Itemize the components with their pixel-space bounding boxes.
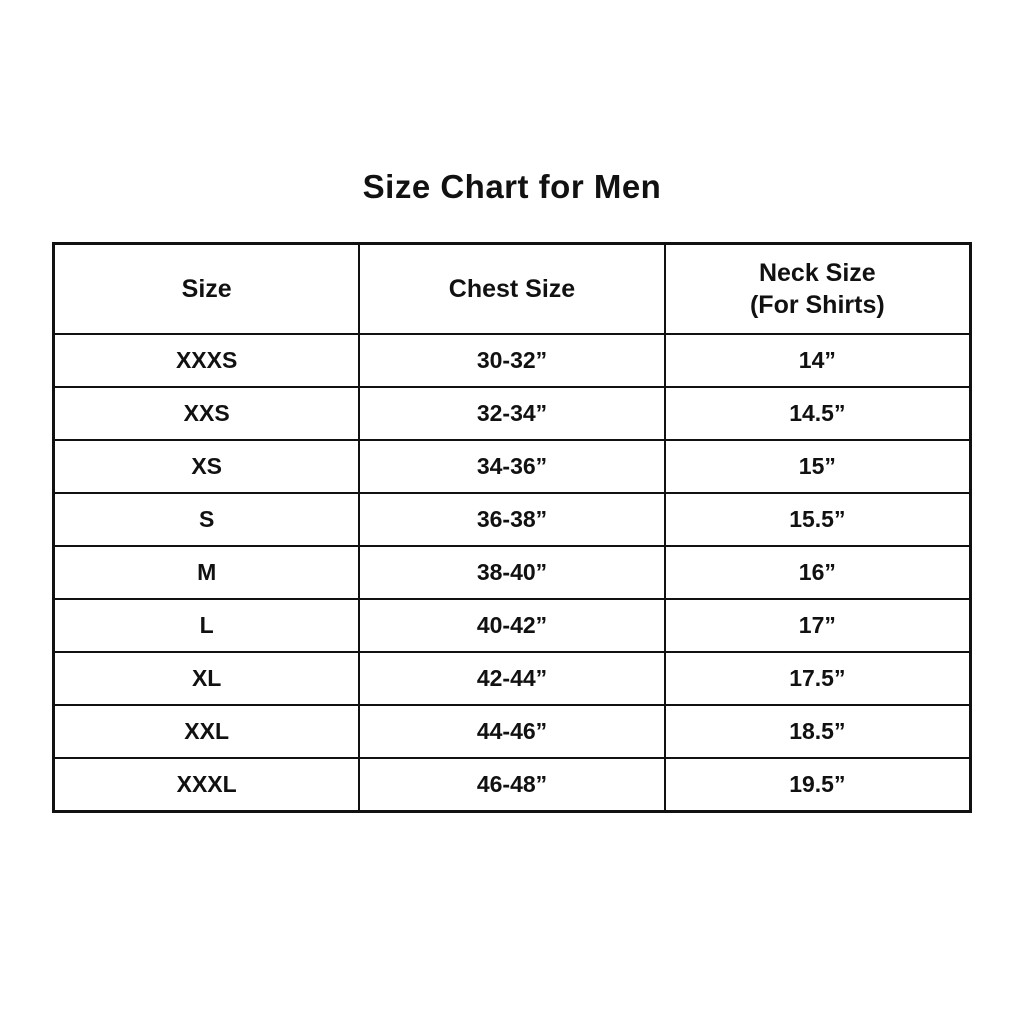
- header-neck-label: Neck Size: [758, 258, 876, 287]
- cell-neck: 14”: [663, 333, 972, 388]
- cell-neck: 19.5”: [663, 757, 972, 813]
- cell-chest: 46-48”: [358, 757, 666, 813]
- cell-neck: 15.5”: [663, 492, 972, 547]
- table-row: XS 34-36” 15”: [52, 439, 972, 494]
- cell-chest: 36-38”: [358, 492, 666, 547]
- cell-chest: 34-36”: [358, 439, 666, 494]
- cell-neck: 18.5”: [663, 704, 972, 759]
- header-cell-size: Size: [52, 242, 361, 335]
- cell-size: S: [52, 492, 361, 547]
- table-row: XXL 44-46” 18.5”: [52, 704, 972, 759]
- header-chest-label: Chest Size: [448, 274, 576, 303]
- header-row: Size Chest Size Neck Size (For Shirts): [52, 242, 972, 335]
- cell-size: M: [52, 545, 361, 600]
- cell-neck: 15”: [663, 439, 972, 494]
- table-row: S 36-38” 15.5”: [52, 492, 972, 547]
- cell-size: XXXL: [52, 757, 361, 813]
- cell-size: XS: [52, 439, 361, 494]
- header-neck-sublabel: (For Shirts): [749, 291, 885, 319]
- size-chart-table: Size Chest Size Neck Size (For Shirts) X…: [52, 242, 972, 813]
- cell-size: L: [52, 598, 361, 653]
- header-cell-neck: Neck Size (For Shirts): [663, 242, 972, 335]
- table-row: XXXL 46-48” 19.5”: [52, 757, 972, 813]
- table-row: M 38-40” 16”: [52, 545, 972, 600]
- table-row: L 40-42” 17”: [52, 598, 972, 653]
- cell-chest: 38-40”: [358, 545, 666, 600]
- cell-neck: 17.5”: [663, 651, 972, 706]
- cell-size: XXL: [52, 704, 361, 759]
- cell-chest: 30-32”: [358, 333, 666, 388]
- cell-size: XXXS: [52, 333, 361, 388]
- header-size-label: Size: [181, 274, 232, 303]
- table-row: XXXS 30-32” 14”: [52, 333, 972, 388]
- cell-size: XL: [52, 651, 361, 706]
- table-body: XXXS 30-32” 14” XXS 32-34” 14.5” XS 34-3…: [52, 333, 972, 813]
- table-header: Size Chest Size Neck Size (For Shirts): [52, 242, 972, 335]
- cell-chest: 40-42”: [358, 598, 666, 653]
- header-cell-chest: Chest Size: [358, 242, 666, 335]
- cell-chest: 42-44”: [358, 651, 666, 706]
- cell-neck: 17”: [663, 598, 972, 653]
- table-row: XL 42-44” 17.5”: [52, 651, 972, 706]
- page-title: Size Chart for Men: [362, 168, 662, 205]
- cell-chest: 44-46”: [358, 704, 666, 759]
- cell-neck: 14.5”: [663, 386, 972, 441]
- cell-chest: 32-34”: [358, 386, 666, 441]
- cell-neck: 16”: [663, 545, 972, 600]
- cell-size: XXS: [52, 386, 361, 441]
- table-row: XXS 32-34” 14.5”: [52, 386, 972, 441]
